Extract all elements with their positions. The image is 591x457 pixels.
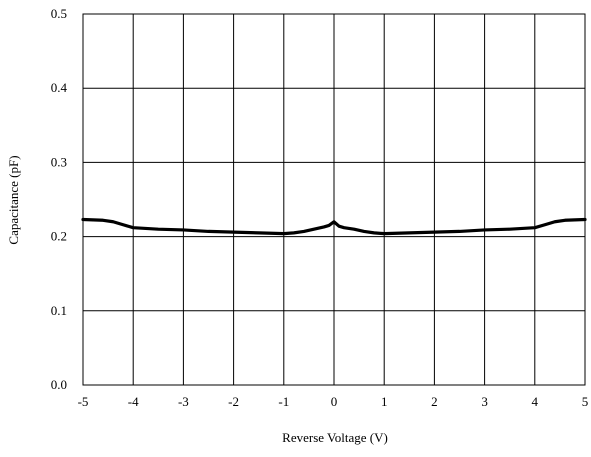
x-tick-label: -4: [128, 394, 139, 409]
x-tick-label: 5: [582, 394, 589, 409]
capacitance-series-line: [81, 217, 587, 236]
x-tick-label: -1: [278, 394, 289, 409]
y-tick-label: 0.0: [51, 377, 67, 392]
plot-frame: [82, 13, 586, 386]
x-tick-labels: -5 -4 -3 -2 -1 0 1 2 3 4 5: [78, 394, 589, 409]
y-tick-label: 0.4: [51, 80, 68, 95]
x-tick-label: -5: [78, 394, 89, 409]
y-tick-label: 0.3: [51, 154, 67, 169]
x-tick-label: -3: [178, 394, 189, 409]
y-axis-label: Capacitance (pF): [6, 155, 21, 244]
x-tick-label: 2: [431, 394, 438, 409]
x-tick-label: 1: [381, 394, 388, 409]
x-axis-label: Reverse Voltage (V): [282, 430, 388, 445]
x-tick-label: -2: [228, 394, 239, 409]
y-tick-labels: 0.0 0.1 0.2 0.3 0.4 0.5: [51, 6, 68, 392]
grid-lines: [82, 13, 586, 386]
y-tick-label: 0.5: [51, 6, 67, 21]
x-tick-label: 0: [331, 394, 338, 409]
x-tick-label: 4: [532, 394, 539, 409]
plot-area-border: [82, 13, 586, 386]
x-tick-label: 3: [481, 394, 488, 409]
series-layer: [81, 217, 587, 236]
y-tick-label: 0.1: [51, 303, 67, 318]
y-tick-label: 0.2: [51, 229, 67, 244]
